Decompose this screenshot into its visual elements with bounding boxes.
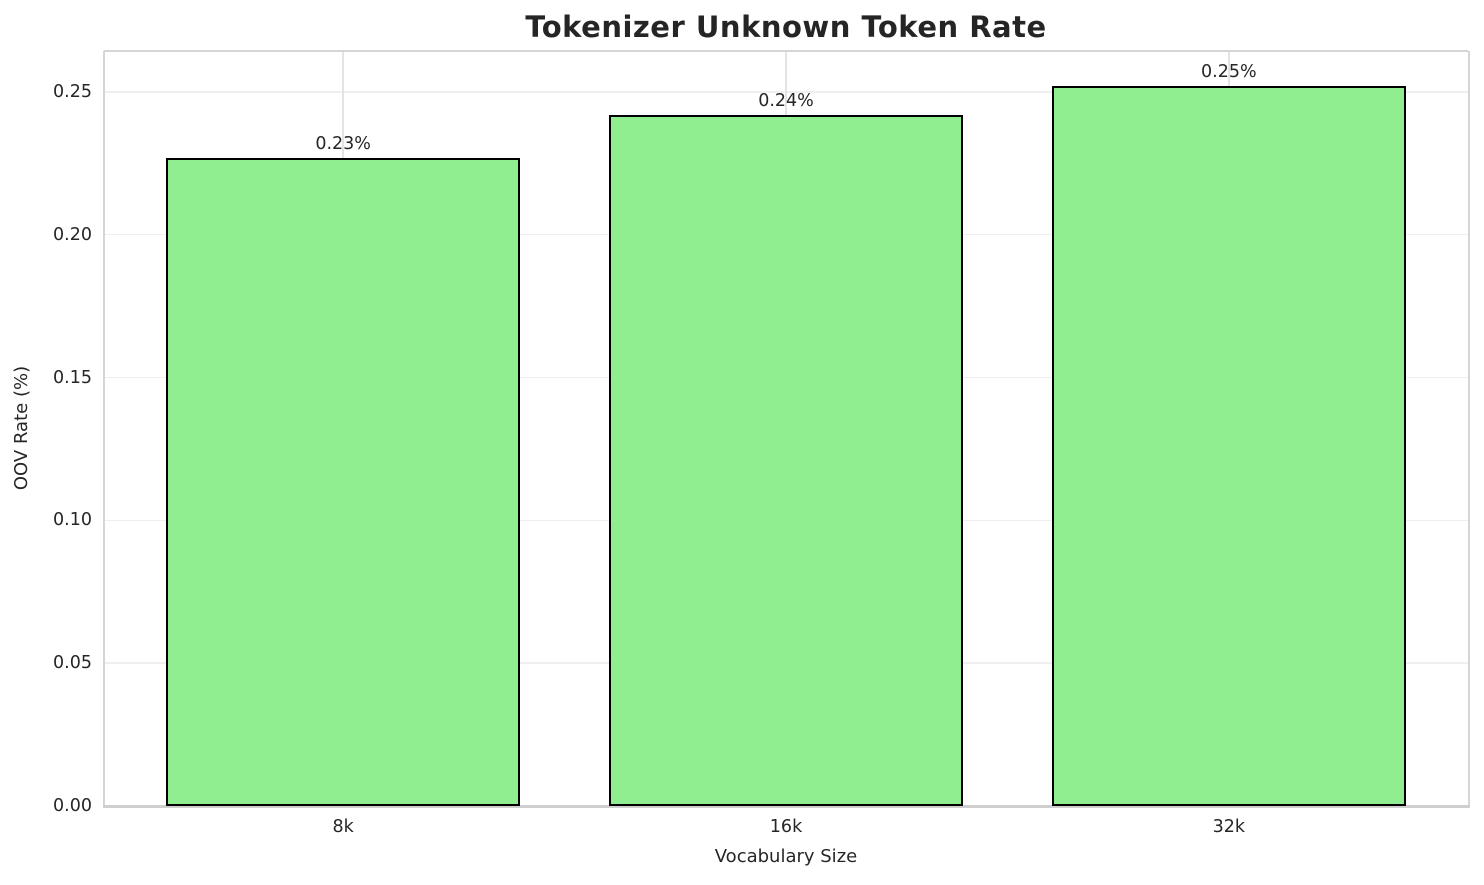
y-axis-label: OOV Rate (%) <box>11 365 32 491</box>
spine-left <box>103 51 105 807</box>
spine-top <box>104 50 1468 52</box>
y-tick-label: 0.25 <box>53 81 92 102</box>
bar-value-label: 0.23% <box>315 133 371 154</box>
y-tick-label: 0.00 <box>53 796 92 816</box>
chart-title: Tokenizer Unknown Token Rate <box>525 10 1047 44</box>
y-tick-label: 0.20 <box>53 224 92 245</box>
x-tick-label-16k: 16k <box>769 817 803 837</box>
bar-value-label: 0.24% <box>758 90 814 111</box>
spine-right <box>1468 51 1470 807</box>
y-tick-label: 0.10 <box>53 510 92 531</box>
x-tick-label-32k: 32k <box>1212 817 1246 837</box>
plot-area: 0.23% 0.24% 0.25% <box>103 50 1470 808</box>
bar-8k <box>166 157 521 806</box>
y-tick-label: 0.05 <box>53 653 92 674</box>
x-axis-label: Vocabulary Size <box>714 846 858 867</box>
y-tick-label: 0.15 <box>53 367 92 388</box>
bar-32k <box>1051 86 1406 806</box>
x-tick-label-8k: 8k <box>332 817 354 837</box>
spine-bottom <box>103 805 1470 808</box>
bar-16k <box>608 114 964 806</box>
bar-value-label: 0.25% <box>1201 62 1257 83</box>
